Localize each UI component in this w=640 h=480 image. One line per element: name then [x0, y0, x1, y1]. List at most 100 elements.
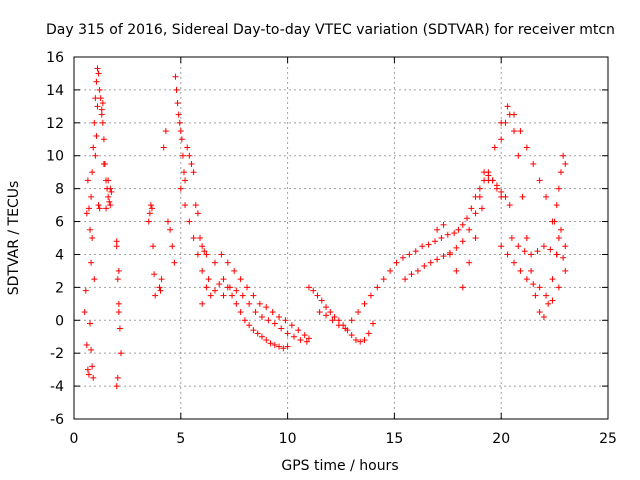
data-point: [164, 218, 171, 225]
x-tick-label: 15: [385, 431, 403, 447]
data-point: [402, 276, 409, 283]
data-point: [186, 152, 193, 159]
data-point: [117, 350, 124, 357]
data-point: [175, 111, 182, 118]
data-point: [370, 320, 377, 327]
data-point: [530, 281, 537, 288]
data-point: [491, 144, 498, 151]
data-point: [540, 313, 547, 320]
data-point: [297, 337, 304, 344]
data-point: [107, 202, 114, 209]
data-point: [399, 254, 406, 261]
data-point: [224, 259, 231, 266]
data-point: [459, 238, 466, 245]
data-point: [100, 136, 107, 143]
data-point: [162, 128, 169, 135]
data-point: [276, 343, 283, 350]
data-point: [233, 287, 240, 294]
data-point: [387, 267, 394, 274]
y-tick-label: 10: [46, 149, 64, 165]
data-point: [216, 281, 223, 288]
data-point: [314, 292, 321, 299]
data-point: [543, 292, 550, 299]
data-point: [305, 335, 312, 342]
data-point: [453, 267, 460, 274]
data-point: [152, 292, 159, 299]
data-point: [551, 218, 558, 225]
data-point: [96, 205, 103, 212]
data-point: [167, 226, 174, 233]
data-point: [177, 185, 184, 192]
data-point: [93, 132, 100, 139]
data-point: [464, 215, 471, 222]
data-point: [82, 287, 89, 294]
data-point: [282, 317, 289, 324]
data-point: [519, 193, 526, 200]
y-axis-title: SDTVAR / TECUs: [6, 181, 22, 296]
y-tick-label: 6: [55, 215, 64, 231]
data-point: [93, 78, 100, 85]
data-point: [182, 177, 189, 184]
data-point: [186, 218, 193, 225]
data-point: [361, 300, 368, 307]
y-tick-label: 4: [55, 247, 64, 263]
data-point: [414, 267, 421, 274]
data-point: [365, 330, 372, 337]
y-tick-label: 0: [55, 313, 64, 329]
data-point: [446, 251, 453, 258]
data-point: [271, 320, 278, 327]
data-point: [182, 202, 189, 209]
data-point: [107, 185, 114, 192]
data-point: [99, 119, 106, 126]
data-point: [173, 86, 180, 93]
data-point: [87, 320, 94, 327]
data-point: [199, 267, 206, 274]
data-point: [226, 284, 233, 291]
data-point: [85, 371, 92, 378]
data-point: [106, 198, 113, 205]
data-point: [254, 330, 261, 337]
data-point: [536, 309, 543, 316]
data-point: [145, 218, 152, 225]
data-point: [237, 309, 244, 316]
data-point: [468, 205, 475, 212]
data-point: [323, 312, 330, 319]
data-point: [160, 144, 167, 151]
data-point: [156, 284, 163, 291]
data-point: [466, 226, 473, 233]
data-point: [263, 304, 270, 311]
data-point: [459, 284, 466, 291]
data-point: [348, 332, 355, 339]
y-tick-label: -2: [50, 346, 64, 362]
data-point: [476, 185, 483, 192]
data-point: [95, 70, 102, 77]
data-point: [318, 297, 325, 304]
data-point: [237, 276, 244, 283]
data-point: [367, 292, 374, 299]
data-point: [190, 169, 197, 176]
data-point: [199, 243, 206, 250]
x-tick-label: 10: [279, 431, 297, 447]
data-point: [440, 253, 447, 260]
data-point: [419, 243, 426, 250]
data-point: [91, 276, 98, 283]
data-point: [425, 241, 432, 248]
data-point: [451, 230, 458, 237]
data-point: [85, 205, 92, 212]
data-point: [151, 271, 158, 278]
data-point: [244, 284, 251, 291]
data-point: [116, 325, 123, 332]
data-point: [406, 251, 413, 258]
data-point: [485, 177, 492, 184]
data-point: [83, 210, 90, 217]
data-point: [431, 238, 438, 245]
data-point: [220, 292, 227, 299]
data-point: [98, 111, 105, 118]
x-tick-label: 25: [599, 431, 617, 447]
data-point: [276, 313, 283, 320]
data-point: [169, 243, 176, 250]
data-point: [348, 317, 355, 324]
data-point: [560, 254, 567, 261]
data-point: [329, 317, 336, 324]
data-point: [177, 128, 184, 135]
